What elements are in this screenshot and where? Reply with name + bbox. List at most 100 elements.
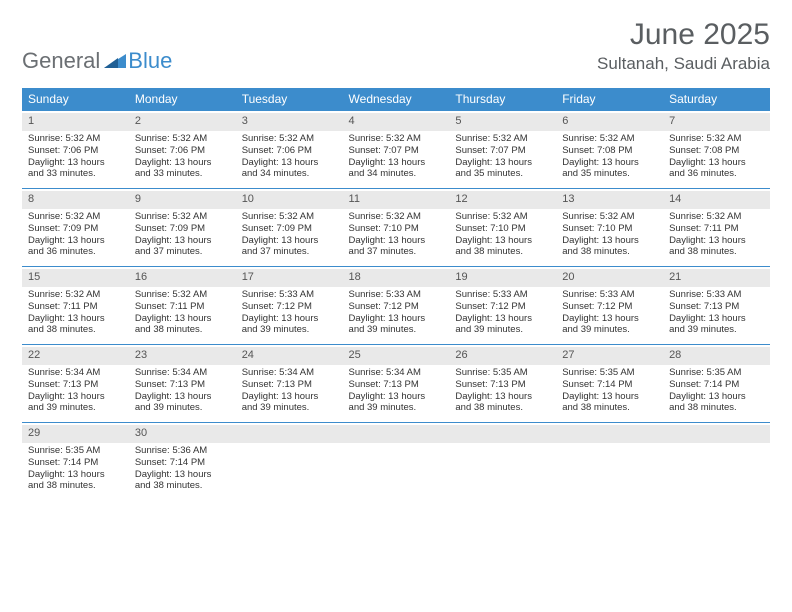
day-cell: 17Sunrise: 5:33 AMSunset: 7:12 PMDayligh…: [236, 267, 343, 345]
day-number: 25: [343, 347, 450, 365]
day-cell: 12Sunrise: 5:32 AMSunset: 7:10 PMDayligh…: [449, 189, 556, 267]
sunrise-line: Sunrise: 5:33 AM: [349, 289, 444, 301]
day-content: Sunrise: 5:32 AMSunset: 7:10 PMDaylight:…: [347, 211, 446, 259]
daylight-line: Daylight: 13 hours and 38 minutes.: [28, 313, 123, 337]
week-row: 15Sunrise: 5:32 AMSunset: 7:11 PMDayligh…: [22, 267, 770, 345]
daylight-line: Daylight: 13 hours and 38 minutes.: [28, 469, 123, 493]
day-content: Sunrise: 5:35 AMSunset: 7:14 PMDaylight:…: [560, 367, 659, 415]
sunrise-line: Sunrise: 5:34 AM: [135, 367, 230, 379]
day-content: Sunrise: 5:32 AMSunset: 7:07 PMDaylight:…: [453, 133, 552, 181]
sunrise-line: Sunrise: 5:34 AM: [349, 367, 444, 379]
day-number: 22: [22, 347, 129, 365]
day-content: Sunrise: 5:34 AMSunset: 7:13 PMDaylight:…: [240, 367, 339, 415]
sunset-line: Sunset: 7:12 PM: [349, 301, 444, 313]
sunset-line: Sunset: 7:13 PM: [669, 301, 764, 313]
sunrise-line: Sunrise: 5:35 AM: [669, 367, 764, 379]
sunset-line: Sunset: 7:11 PM: [135, 301, 230, 313]
daylight-line: Daylight: 13 hours and 38 minutes.: [669, 391, 764, 415]
sunset-line: Sunset: 7:13 PM: [135, 379, 230, 391]
sunrise-line: Sunrise: 5:35 AM: [28, 445, 123, 457]
sunrise-line: Sunrise: 5:32 AM: [349, 133, 444, 145]
sunset-line: Sunset: 7:11 PM: [669, 223, 764, 235]
day-content: Sunrise: 5:32 AMSunset: 7:10 PMDaylight:…: [560, 211, 659, 259]
dow-wednesday: Wednesday: [343, 88, 450, 111]
daylight-line: Daylight: 13 hours and 35 minutes.: [562, 157, 657, 181]
day-number: 5: [449, 113, 556, 131]
sunset-line: Sunset: 7:06 PM: [242, 145, 337, 157]
day-content: Sunrise: 5:36 AMSunset: 7:14 PMDaylight:…: [133, 445, 232, 493]
sunrise-line: Sunrise: 5:32 AM: [669, 133, 764, 145]
daylight-line: Daylight: 13 hours and 39 minutes.: [562, 313, 657, 337]
day-cell: 8Sunrise: 5:32 AMSunset: 7:09 PMDaylight…: [22, 189, 129, 267]
day-cell: 4Sunrise: 5:32 AMSunset: 7:07 PMDaylight…: [343, 111, 450, 189]
sunrise-line: Sunrise: 5:32 AM: [669, 211, 764, 223]
day-content: Sunrise: 5:32 AMSunset: 7:10 PMDaylight:…: [453, 211, 552, 259]
day-cell: 6Sunrise: 5:32 AMSunset: 7:08 PMDaylight…: [556, 111, 663, 189]
daylight-line: Daylight: 13 hours and 39 minutes.: [669, 313, 764, 337]
daylight-line: Daylight: 13 hours and 35 minutes.: [455, 157, 550, 181]
sunrise-line: Sunrise: 5:32 AM: [28, 133, 123, 145]
sunset-line: Sunset: 7:13 PM: [455, 379, 550, 391]
day-number: [449, 425, 556, 443]
day-number: 14: [663, 191, 770, 209]
day-content: Sunrise: 5:32 AMSunset: 7:06 PMDaylight:…: [240, 133, 339, 181]
day-number: 7: [663, 113, 770, 131]
day-cell: 11Sunrise: 5:32 AMSunset: 7:10 PMDayligh…: [343, 189, 450, 267]
daylight-line: Daylight: 13 hours and 39 minutes.: [242, 391, 337, 415]
day-cell: 3Sunrise: 5:32 AMSunset: 7:06 PMDaylight…: [236, 111, 343, 189]
title-block: June 2025 Sultanah, Saudi Arabia: [597, 18, 770, 74]
day-cell: 21Sunrise: 5:33 AMSunset: 7:13 PMDayligh…: [663, 267, 770, 345]
day-content: Sunrise: 5:32 AMSunset: 7:09 PMDaylight:…: [133, 211, 232, 259]
daylight-line: Daylight: 13 hours and 37 minutes.: [349, 235, 444, 259]
day-number: 10: [236, 191, 343, 209]
day-cell: 15Sunrise: 5:32 AMSunset: 7:11 PMDayligh…: [22, 267, 129, 345]
day-cell: 29Sunrise: 5:35 AMSunset: 7:14 PMDayligh…: [22, 423, 129, 501]
sunset-line: Sunset: 7:13 PM: [28, 379, 123, 391]
sunrise-line: Sunrise: 5:35 AM: [562, 367, 657, 379]
sunset-line: Sunset: 7:10 PM: [562, 223, 657, 235]
week-row: 8Sunrise: 5:32 AMSunset: 7:09 PMDaylight…: [22, 189, 770, 267]
day-number: 26: [449, 347, 556, 365]
sunset-line: Sunset: 7:14 PM: [562, 379, 657, 391]
day-cell: 14Sunrise: 5:32 AMSunset: 7:11 PMDayligh…: [663, 189, 770, 267]
calendar-table: Sunday Monday Tuesday Wednesday Thursday…: [22, 88, 770, 501]
day-number: 21: [663, 269, 770, 287]
sunrise-line: Sunrise: 5:32 AM: [455, 211, 550, 223]
sunrise-line: Sunrise: 5:33 AM: [455, 289, 550, 301]
day-number: 16: [129, 269, 236, 287]
day-number: 30: [129, 425, 236, 443]
sunrise-line: Sunrise: 5:34 AM: [242, 367, 337, 379]
day-content: Sunrise: 5:33 AMSunset: 7:12 PMDaylight:…: [560, 289, 659, 337]
sunrise-line: Sunrise: 5:32 AM: [242, 133, 337, 145]
daylight-line: Daylight: 13 hours and 38 minutes.: [562, 235, 657, 259]
sunrise-line: Sunrise: 5:35 AM: [455, 367, 550, 379]
day-number: 28: [663, 347, 770, 365]
day-number: 20: [556, 269, 663, 287]
day-content: Sunrise: 5:33 AMSunset: 7:12 PMDaylight:…: [240, 289, 339, 337]
day-number: 13: [556, 191, 663, 209]
day-cell: 30 Sunrise: 5:36 AMSunset: 7:14 PMDayligh…: [129, 423, 236, 501]
day-content: Sunrise: 5:32 AMSunset: 7:08 PMDaylight:…: [560, 133, 659, 181]
daylight-line: Daylight: 13 hours and 36 minutes.: [28, 235, 123, 259]
sunset-line: Sunset: 7:08 PM: [562, 145, 657, 157]
sunset-line: Sunset: 7:06 PM: [28, 145, 123, 157]
sunset-line: Sunset: 7:14 PM: [28, 457, 123, 469]
sunset-line: Sunset: 7:13 PM: [349, 379, 444, 391]
day-content: Sunrise: 5:35 AMSunset: 7:14 PMDaylight:…: [26, 445, 125, 493]
day-cell: 19Sunrise: 5:33 AMSunset: 7:12 PMDayligh…: [449, 267, 556, 345]
sunset-line: Sunset: 7:07 PM: [349, 145, 444, 157]
day-of-week-row: Sunday Monday Tuesday Wednesday Thursday…: [22, 88, 770, 111]
daylight-line: Daylight: 13 hours and 39 minutes.: [349, 391, 444, 415]
sunset-line: Sunset: 7:12 PM: [242, 301, 337, 313]
day-cell: [556, 423, 663, 501]
day-cell: 1Sunrise: 5:32 AMSunset: 7:06 PMDaylight…: [22, 111, 129, 189]
day-cell: 28Sunrise: 5:35 AMSunset: 7:14 PMDayligh…: [663, 345, 770, 423]
sunset-line: Sunset: 7:08 PM: [669, 145, 764, 157]
sunrise-line: Sunrise: 5:32 AM: [349, 211, 444, 223]
daylight-line: Daylight: 13 hours and 38 minutes.: [455, 235, 550, 259]
day-number: 27: [556, 347, 663, 365]
sunrise-line: Sunrise: 5:32 AM: [135, 133, 230, 145]
logo-triangle-icon: [104, 52, 126, 70]
day-content: Sunrise: 5:32 AMSunset: 7:09 PMDaylight:…: [26, 211, 125, 259]
sunrise-line: Sunrise: 5:36 AM: [135, 445, 230, 457]
